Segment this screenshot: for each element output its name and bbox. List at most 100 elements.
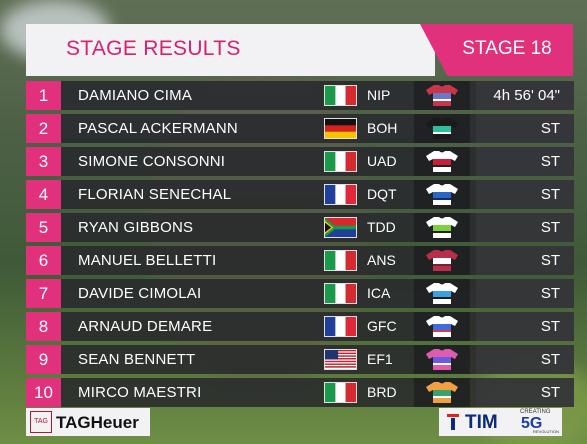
result-row: 3 SIMONE CONSONNI UAD ST	[26, 147, 574, 176]
team-jersey-cell	[414, 147, 470, 176]
rider-name: ARNAUD DEMARE	[78, 318, 213, 335]
results-header: STAGE RESULTS	[26, 24, 435, 76]
rank-number: 10	[26, 378, 61, 407]
tim-5g-caption: CREATING	[520, 409, 551, 415]
team-code: ICA	[367, 285, 391, 301]
rank-number: 5	[26, 213, 61, 242]
rank-number: 4	[26, 180, 61, 209]
jersey-icon	[425, 249, 459, 272]
time-cell	[476, 180, 574, 209]
rank-number: 1	[26, 81, 61, 110]
time-cell	[476, 147, 574, 176]
team-jersey-cell	[414, 312, 470, 341]
rider-name: FLORIAN SENECHAL	[78, 186, 232, 203]
jersey-icon	[425, 216, 459, 239]
jersey-icon	[425, 150, 459, 173]
team-jersey-cell	[414, 213, 470, 242]
jersey-icon	[425, 381, 459, 404]
result-row: 10 MIRCO MAESTRI BRD ST	[26, 378, 574, 407]
team-jersey-cell	[414, 81, 470, 110]
tim-5g-logo: 5G	[521, 415, 543, 432]
time-cell	[476, 378, 574, 407]
time-cell	[476, 213, 574, 242]
rank-number: 2	[26, 114, 61, 143]
result-row: 7 DAVIDE CIMOLAI ICA ST	[26, 279, 574, 308]
team-code: DQT	[367, 186, 397, 202]
tim-logo-icon	[447, 414, 459, 430]
result-row: 4 FLORIAN SENECHAL DQT ST	[26, 180, 574, 209]
france-flag-icon	[324, 316, 357, 337]
sponsor-tagheuer: TAG TAGHeuer	[26, 408, 150, 436]
stage-badge: STAGE 18	[462, 38, 552, 59]
result-row: 1 DAMIANO CIMA NIP 4h 56' 04"	[26, 81, 574, 110]
finish-time: ST	[540, 351, 560, 368]
team-code: GFC	[367, 318, 397, 334]
italy-flag-icon	[324, 250, 357, 271]
jersey-icon	[425, 315, 459, 338]
time-cell	[476, 114, 574, 143]
result-row: 2 PASCAL ACKERMANN BOH ST	[26, 114, 574, 143]
rider-name: DAVIDE CIMOLAI	[78, 285, 202, 302]
finish-time: ST	[540, 285, 560, 302]
jersey-icon	[425, 84, 459, 107]
page-title: STAGE RESULTS	[66, 37, 241, 60]
jersey-icon	[425, 348, 459, 371]
results-list: 1 DAMIANO CIMA NIP 4h 56' 04" 2 PASCAL ACKERM…	[26, 81, 574, 411]
france-flag-icon	[324, 184, 357, 205]
tagheuer-shield-icon: TAG	[30, 411, 52, 433]
team-code: UAD	[367, 153, 397, 169]
tagheuer-logo-text: TAGHeuer	[56, 413, 139, 432]
finish-time: 4h 56' 04"	[493, 87, 560, 104]
tim-logo-text: TIM	[465, 412, 498, 433]
rider-name: SIMONE CONSONNI	[78, 153, 226, 170]
time-cell	[476, 345, 574, 374]
rider-name: MIRCO MAESTRI	[78, 384, 202, 401]
finish-time: ST	[540, 153, 560, 170]
time-cell	[476, 81, 574, 110]
team-code: TDD	[367, 219, 396, 235]
germany-flag-icon	[324, 118, 357, 139]
finish-time: ST	[540, 120, 560, 137]
jersey-icon	[425, 117, 459, 140]
rider-name: DAMIANO CIMA	[78, 87, 193, 104]
team-jersey-cell	[414, 279, 470, 308]
rider-name: RYAN GIBBONS	[78, 219, 194, 236]
rank-number: 3	[26, 147, 61, 176]
finish-time: ST	[540, 318, 560, 335]
team-jersey-cell	[414, 246, 470, 275]
team-jersey-cell	[414, 345, 470, 374]
tim-5g-subcaption: REVOLUTION	[533, 429, 560, 434]
southafrica-flag-icon	[324, 217, 357, 238]
italy-flag-icon	[324, 85, 357, 106]
team-jersey-cell	[414, 180, 470, 209]
team-code: BRD	[367, 384, 397, 400]
italy-flag-icon	[324, 151, 357, 172]
team-jersey-cell	[414, 378, 470, 407]
team-code: EF1	[367, 351, 393, 367]
team-code: NIP	[367, 87, 391, 103]
time-cell	[476, 246, 574, 275]
result-row: 5 RYAN GIBBONS TDD ST	[26, 213, 574, 242]
team-jersey-cell	[414, 114, 470, 143]
time-cell	[476, 312, 574, 341]
finish-time: ST	[540, 186, 560, 203]
usa-flag-icon	[324, 349, 357, 370]
finish-time: ST	[540, 219, 560, 236]
italy-flag-icon	[324, 382, 357, 403]
team-code: BOH	[367, 120, 398, 136]
jersey-icon	[425, 282, 459, 305]
rider-name: PASCAL ACKERMANN	[78, 120, 238, 137]
italy-flag-icon	[324, 283, 357, 304]
rider-name: MANUEL BELLETTI	[78, 252, 217, 269]
result-row: 6 MANUEL BELLETTI ANS ST	[26, 246, 574, 275]
rank-number: 6	[26, 246, 61, 275]
time-cell	[476, 279, 574, 308]
result-row: 8 ARNAUD DEMARE GFC ST	[26, 312, 574, 341]
jersey-icon	[425, 183, 459, 206]
rider-name: SEAN BENNETT	[78, 351, 196, 368]
stage-badge-bg	[420, 24, 573, 76]
sponsor-tim: TIM CREATING 5G REVOLUTION	[439, 408, 562, 436]
team-code: ANS	[367, 252, 396, 268]
finish-time: ST	[540, 252, 560, 269]
rank-number: 9	[26, 345, 61, 374]
